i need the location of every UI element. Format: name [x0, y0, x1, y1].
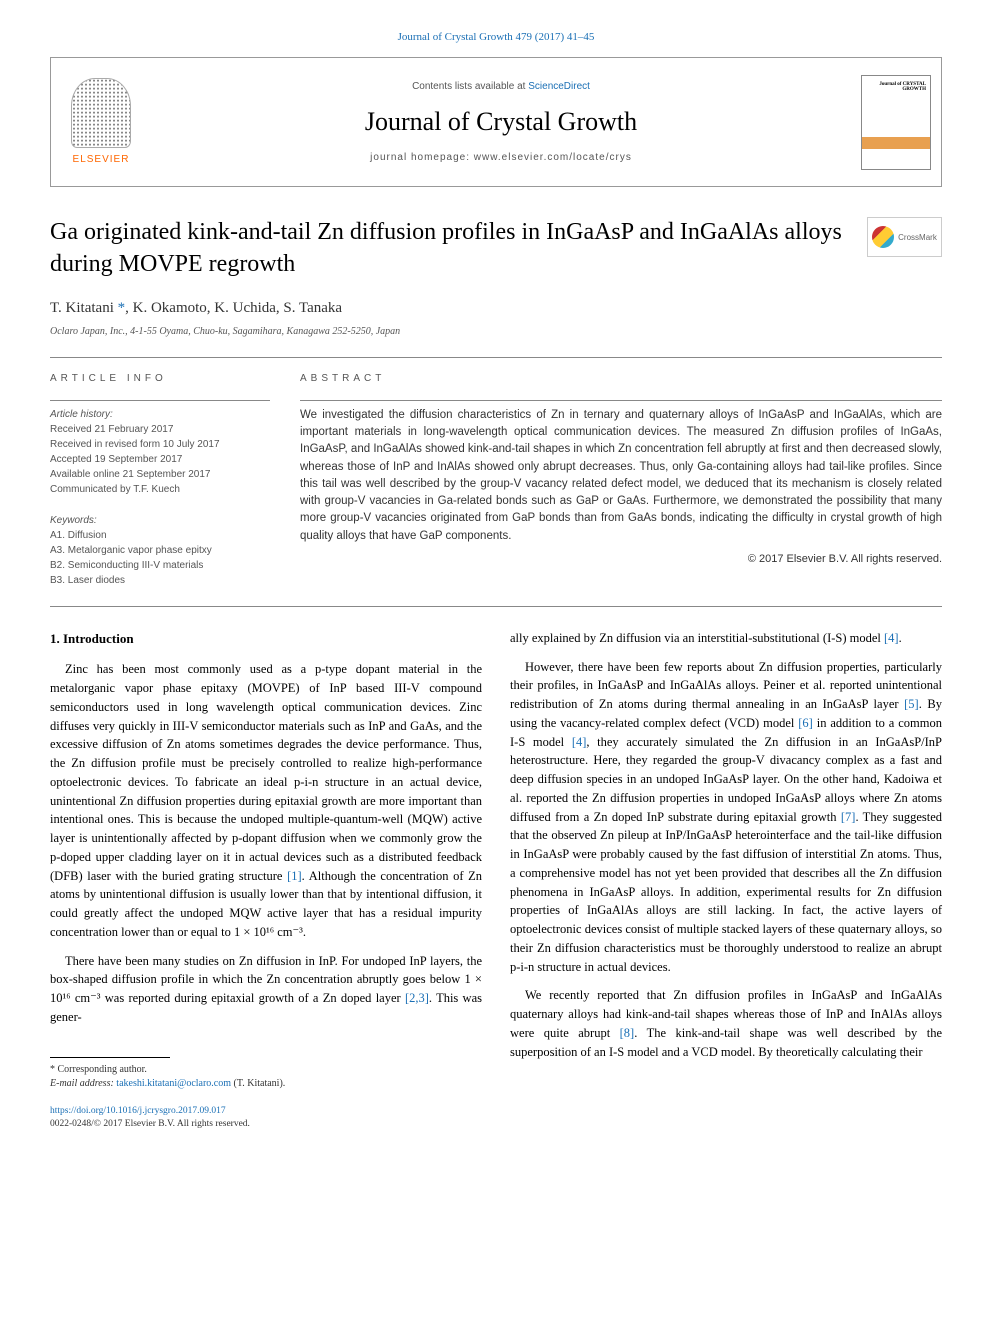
keyword-item: A3. Metalorganic vapor phase epitxy	[50, 543, 270, 558]
footnote-divider	[50, 1057, 170, 1058]
crossmark-label: CrossMark	[898, 232, 937, 243]
corresp-mark[interactable]: *	[118, 300, 126, 316]
divider	[50, 357, 942, 358]
journal-cover[interactable]: Journal of CRYSTALGROWTH	[851, 58, 941, 186]
affiliation: Oclaro Japan, Inc., 4-1-55 Oyama, Chuo-k…	[50, 325, 942, 339]
journal-header: ELSEVIER Contents lists available at Sci…	[50, 57, 942, 187]
sciencedirect-link[interactable]: ScienceDirect	[528, 81, 590, 92]
body-col-left: 1. Introduction Zinc has been most commo…	[50, 629, 482, 1091]
history-item: Communicated by T.F. Kuech	[50, 482, 270, 497]
article-history: Article history: Received 21 February 20…	[50, 400, 270, 497]
history-item: Received in revised form 10 July 2017	[50, 437, 270, 452]
intro-heading: 1. Introduction	[50, 629, 482, 649]
history-item: Received 21 February 2017	[50, 422, 270, 437]
keyword-item: A1. Diffusion	[50, 528, 270, 543]
body-paragraph: However, there have been few reports abo…	[510, 658, 942, 977]
body-paragraph: We recently reported that Zn diffusion p…	[510, 986, 942, 1061]
corresp-note: * Corresponding author.	[50, 1063, 482, 1077]
history-item: Available online 21 September 2017	[50, 467, 270, 482]
footer: https://doi.org/10.1016/j.jcrysgro.2017.…	[50, 1105, 942, 1132]
contents-prefix: Contents lists available at	[412, 81, 528, 92]
contents-line: Contents lists available at ScienceDirec…	[412, 80, 590, 94]
history-label: Article history:	[50, 407, 270, 422]
keyword-item: B3. Laser diodes	[50, 573, 270, 588]
ref-link[interactable]: [4]	[884, 631, 899, 645]
authors: T. Kitatani *, K. Okamoto, K. Uchida, S.…	[50, 298, 942, 319]
abstract-header: ABSTRACT	[300, 372, 942, 386]
cover-title: Journal of CRYSTALGROWTH	[879, 82, 926, 93]
keywords-block: Keywords: A1. Diffusion A3. Metalorganic…	[50, 507, 270, 588]
ref-link[interactable]: [4]	[572, 735, 587, 749]
article-info-header: ARTICLE INFO	[50, 372, 270, 386]
email-label: E-mail address:	[50, 1078, 116, 1089]
body-paragraph: Zinc has been most commonly used as a p-…	[50, 660, 482, 941]
elsevier-tree-icon	[71, 78, 131, 148]
email-suffix: (T. Kitatani).	[231, 1078, 285, 1089]
elsevier-logo[interactable]: ELSEVIER	[51, 58, 151, 186]
keyword-item: B2. Semiconducting III-V materials	[50, 558, 270, 573]
homepage-line: journal homepage: www.elsevier.com/locat…	[370, 151, 632, 165]
cover-stripe	[862, 137, 930, 149]
top-citation[interactable]: Journal of Crystal Growth 479 (2017) 41–…	[50, 30, 942, 45]
article-title: Ga originated kink-and-tail Zn diffusion…	[50, 217, 847, 279]
issn-line: 0022-0248/© 2017 Elsevier B.V. All right…	[50, 1119, 250, 1129]
ref-link[interactable]: [8]	[620, 1026, 635, 1040]
ref-link[interactable]: [7]	[841, 810, 856, 824]
crossmark-badge[interactable]: CrossMark	[867, 217, 942, 257]
homepage-url[interactable]: www.elsevier.com/locate/crys	[474, 152, 632, 163]
ref-link[interactable]: [1]	[287, 869, 302, 883]
body-paragraph: ally explained by Zn diffusion via an in…	[510, 629, 942, 648]
ref-link[interactable]: [6]	[798, 716, 813, 730]
history-item: Accepted 19 September 2017	[50, 452, 270, 467]
header-center: Contents lists available at ScienceDirec…	[151, 58, 851, 186]
keywords-label: Keywords:	[50, 513, 270, 528]
ref-link[interactable]: [5]	[904, 697, 919, 711]
journal-name: Journal of Crystal Growth	[365, 104, 637, 140]
cover-thumbnail: Journal of CRYSTALGROWTH	[861, 75, 931, 170]
elsevier-label: ELSEVIER	[73, 153, 130, 167]
abstract-text: We investigated the diffusion characteri…	[300, 407, 942, 545]
body-columns: 1. Introduction Zinc has been most commo…	[50, 629, 942, 1091]
divider	[50, 606, 942, 607]
abstract-copyright: © 2017 Elsevier B.V. All rights reserved…	[300, 551, 942, 568]
abstract-col: ABSTRACT We investigated the diffusion c…	[300, 372, 942, 588]
email-line: E-mail address: takeshi.kitatani@oclaro.…	[50, 1077, 482, 1091]
doi-link[interactable]: https://doi.org/10.1016/j.jcrysgro.2017.…	[50, 1106, 226, 1116]
footnote: * Corresponding author. E-mail address: …	[50, 1063, 482, 1091]
crossmark-icon	[872, 226, 894, 248]
ref-link[interactable]: [2,3]	[405, 991, 429, 1005]
body-paragraph: There have been many studies on Zn diffu…	[50, 952, 482, 1027]
email-link[interactable]: takeshi.kitatani@oclaro.com	[116, 1078, 231, 1089]
body-col-right: ally explained by Zn diffusion via an in…	[510, 629, 942, 1091]
article-info: ARTICLE INFO Article history: Received 2…	[50, 372, 270, 588]
homepage-prefix: journal homepage:	[370, 152, 474, 163]
